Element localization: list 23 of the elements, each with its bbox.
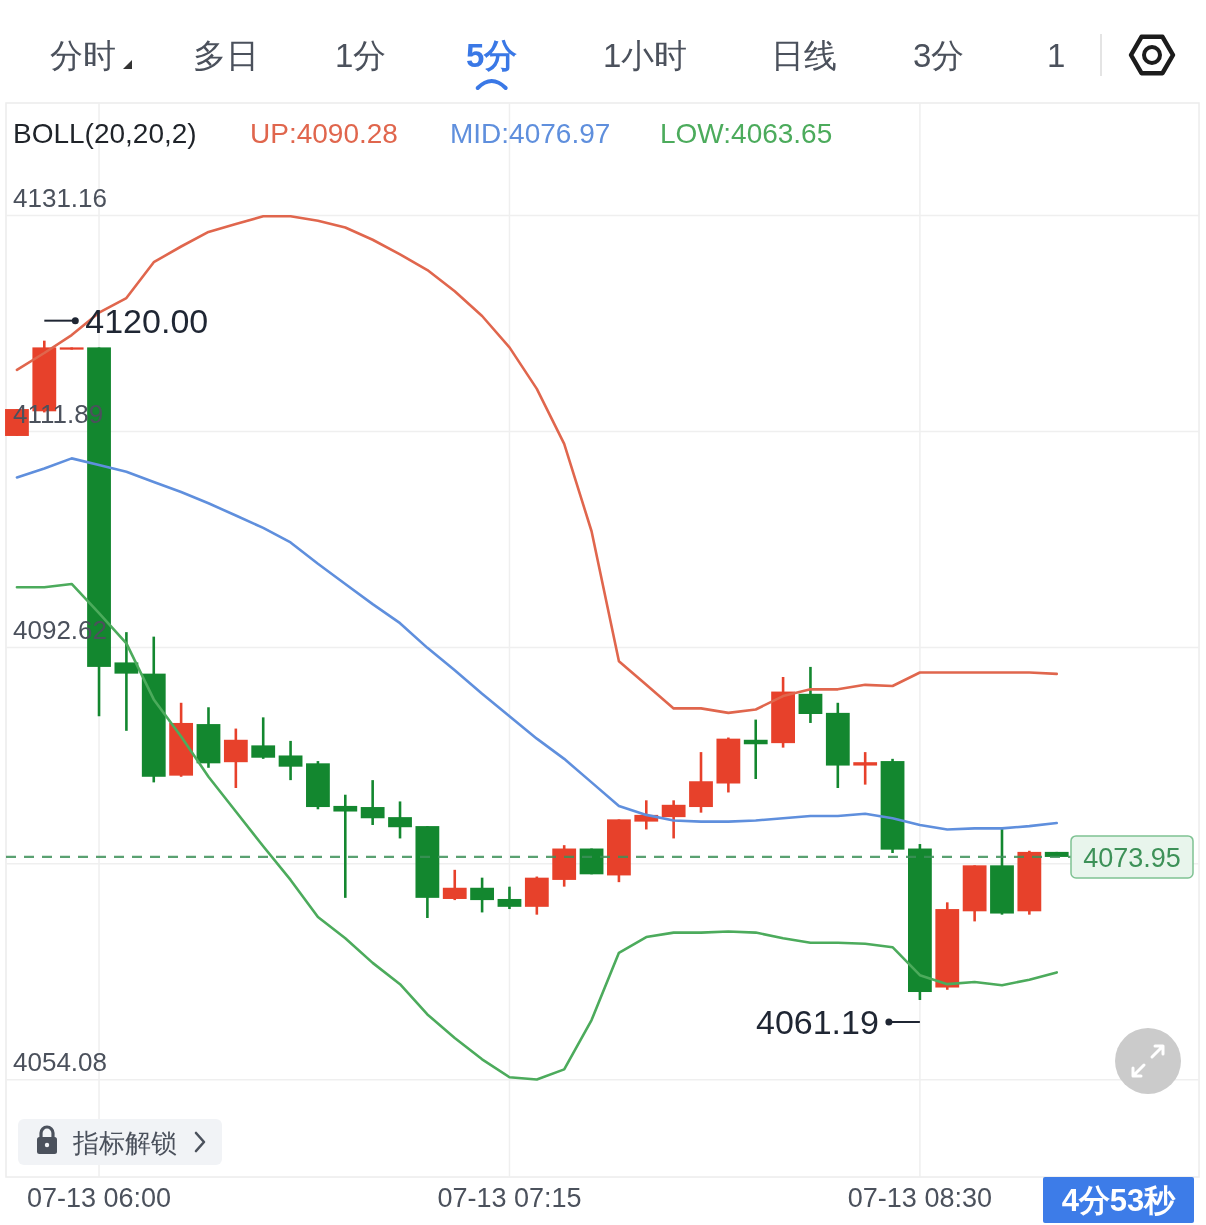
text: LOW:4063.65 (660, 118, 833, 149)
legend-title: BOLL(20,20,2) (13, 118, 197, 149)
text: 3分 (913, 37, 965, 74)
y-tick-label: 4054.08 (13, 1046, 107, 1077)
price-label: 4073.95 (1070, 835, 1194, 879)
text: 多日 (193, 37, 259, 74)
text: UP:4090.28 (250, 118, 398, 149)
text: MID:4076.97 (450, 118, 611, 149)
annotation: 4061.19 (756, 1002, 879, 1041)
text: 分时 (50, 37, 116, 74)
x-tick-label: 07-13 06:00 (26, 1183, 172, 1213)
annotation: 指标解锁 (72, 1128, 177, 1158)
x-tick-label: 07-13 07:15 (437, 1183, 582, 1213)
text: 1分 (335, 37, 387, 74)
y-tick-label: 4131.16 (13, 182, 107, 213)
annotation: 4120.00 (85, 301, 209, 340)
text: 日线 (771, 37, 837, 74)
text: 1小时 (603, 37, 688, 74)
countdown: 4分53秒 (1043, 1177, 1194, 1223)
text: 1 (1047, 37, 1066, 74)
text: 5分 (466, 37, 518, 74)
ref-line-label: 4073.95 (1083, 842, 1181, 873)
x-tick-label: 07-13 08:30 (847, 1183, 992, 1213)
